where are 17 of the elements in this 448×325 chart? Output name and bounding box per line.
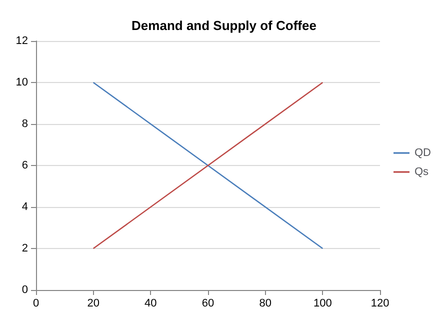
legend-label: QD	[414, 147, 432, 159]
y-tick-label: 6	[22, 160, 28, 172]
chart-title: Demand and Supply of Coffee	[132, 18, 316, 33]
y-tick-label: 4	[22, 201, 28, 213]
x-tick-label: 80	[259, 298, 272, 310]
x-tick-label: 120	[370, 298, 390, 310]
y-tick-label: 2	[22, 242, 28, 254]
x-tick-label: 20	[87, 298, 100, 310]
y-tick-label: 12	[16, 35, 28, 47]
x-tick-label: 40	[144, 298, 157, 310]
x-tick-label: 60	[202, 298, 214, 310]
y-tick-label: 0	[22, 284, 28, 296]
y-tick-label: 10	[16, 76, 28, 88]
y-tick-label: 8	[22, 118, 28, 130]
x-tick-label: 100	[313, 298, 332, 310]
x-tick-label: 0	[32, 298, 40, 310]
legend-label: Qs	[414, 166, 430, 178]
